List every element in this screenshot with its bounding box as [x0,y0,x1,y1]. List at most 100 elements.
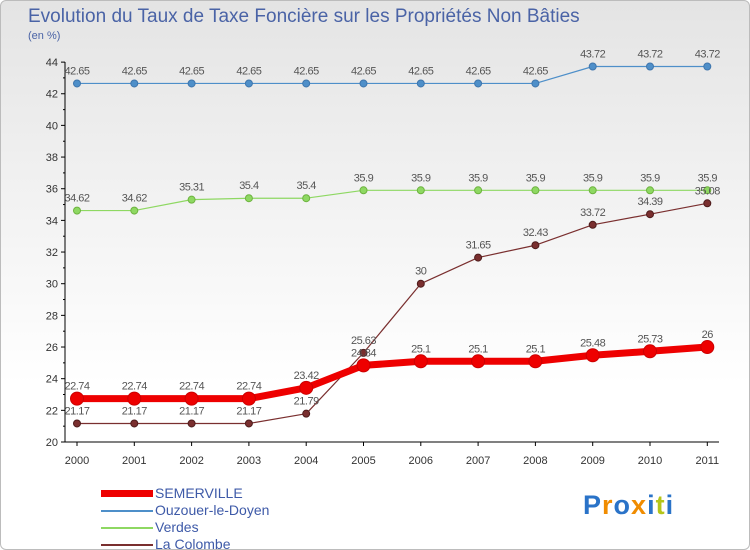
data-point [585,348,600,363]
data-point [359,348,368,357]
series-ouzouer-le-doyen: 42.65 42.65 42.65 42.65 42.65 42.65 42.65 42.65… [64,49,721,88]
x-tick-label: 2006 [409,455,433,467]
y-tick-label: 44 [46,57,58,69]
x-tick-label: 2008 [523,455,547,467]
data-label: 35.9 [411,172,431,184]
data-point [299,380,314,395]
data-point [244,79,253,88]
legend-item: SEMERVILLE [101,485,269,502]
data-point [187,79,196,88]
data-point [187,195,196,204]
data-label: 42.65 [351,65,376,77]
data-point [531,79,540,88]
data-point [416,79,425,88]
data-point [703,62,712,71]
x-tick-label: 2010 [638,455,662,467]
data-label: 35.9 [583,172,603,184]
data-label: 22.74 [64,381,89,393]
data-label: 42.65 [466,65,491,77]
data-label: 43.72 [580,49,605,61]
x-tick-label: 2000 [65,455,89,467]
data-point [703,186,712,195]
data-point [416,279,425,288]
data-label: 24.84 [351,347,376,359]
data-point [588,186,597,195]
data-point [646,62,654,71]
y-tick-label: 24 [46,374,58,386]
legend-item: Ouzouer-le-Doyen [101,502,269,519]
legend-swatch [101,509,153,512]
series-la-colombe: 21.17 21.17 21.17 21.17 21.79 25.63 30 31.65 32.… [64,185,721,428]
legend: SEMERVILLE Ouzouer-le-Doyen Verdes La Colom… [101,485,269,550]
data-point [302,409,311,418]
data-label: 25.1 [468,343,488,355]
y-tick-label: 26 [46,342,58,354]
data-label: 35.9 [640,172,660,184]
data-label: 25.73 [637,333,662,345]
data-point [588,220,597,229]
legend-label: SEMERVILLE [155,485,243,501]
data-label: 25.63 [351,335,376,347]
data-point [187,419,196,428]
x-tick-label: 2009 [580,455,604,467]
data-point [130,419,139,428]
proxiti-logo: Proxiti [583,490,675,520]
data-label: 32.43 [523,227,548,239]
data-label: 21.17 [64,405,89,417]
data-label: 35.4 [296,180,316,192]
data-label: 35.9 [526,172,546,184]
x-tick-label: 2002 [179,455,203,467]
legend-label: La Colombe [155,536,231,550]
y-tick-label: 34 [46,215,58,227]
series-semerville: 22.74 22.74 22.74 22.74 23.42 24.84 25.1 25.1 25… [64,329,715,406]
data-label: 22.74 [179,381,204,393]
x-tick-label: 2001 [122,455,146,467]
y-tick-label: 28 [46,310,58,322]
data-label: 42.65 [523,65,548,77]
data-label: 34.62 [122,193,147,205]
data-point [130,206,139,215]
unit-label: (en %) [28,30,61,42]
data-point [474,79,483,88]
data-point [302,79,311,88]
data-point [73,206,81,215]
legend-item: La Colombe [101,536,269,550]
data-point [359,186,368,195]
data-label: 43.72 [695,49,720,61]
legend-label: Ouzouer-le-Doyen [155,502,270,518]
data-label: 42.65 [236,65,261,77]
data-point [703,199,712,208]
legend-swatch [101,490,153,497]
legend-item: Verdes [101,519,269,536]
data-label: 42.65 [64,65,89,77]
data-point [302,194,311,203]
data-point [73,419,81,428]
data-label: 21.17 [122,405,147,417]
y-tick-label: 40 [46,120,58,132]
data-point [474,186,483,195]
data-point [413,354,428,369]
data-label: 35.9 [354,172,374,184]
y-tick-label: 20 [46,437,58,449]
data-point [244,194,253,203]
data-point [359,79,368,88]
data-point [474,253,483,262]
data-point [531,241,540,250]
data-label: 34.62 [64,193,89,205]
data-label: 21.17 [236,405,261,417]
data-point [127,391,142,406]
x-tick-label: 2005 [351,455,375,467]
data-label: 42.65 [408,65,433,77]
data-point [471,354,486,369]
series-line [77,202,708,425]
x-tick-label: 2007 [466,455,490,467]
data-point [130,79,139,88]
data-label: 25.1 [526,343,546,355]
data-point [416,186,425,195]
data-label: 22.74 [236,381,261,393]
data-label: 30 [415,266,427,278]
plot-area: 20 22 24 26 28 30 32 34 36 38 40 42 44 2000 2001 2002 20… [46,49,721,467]
data-point [588,62,597,71]
